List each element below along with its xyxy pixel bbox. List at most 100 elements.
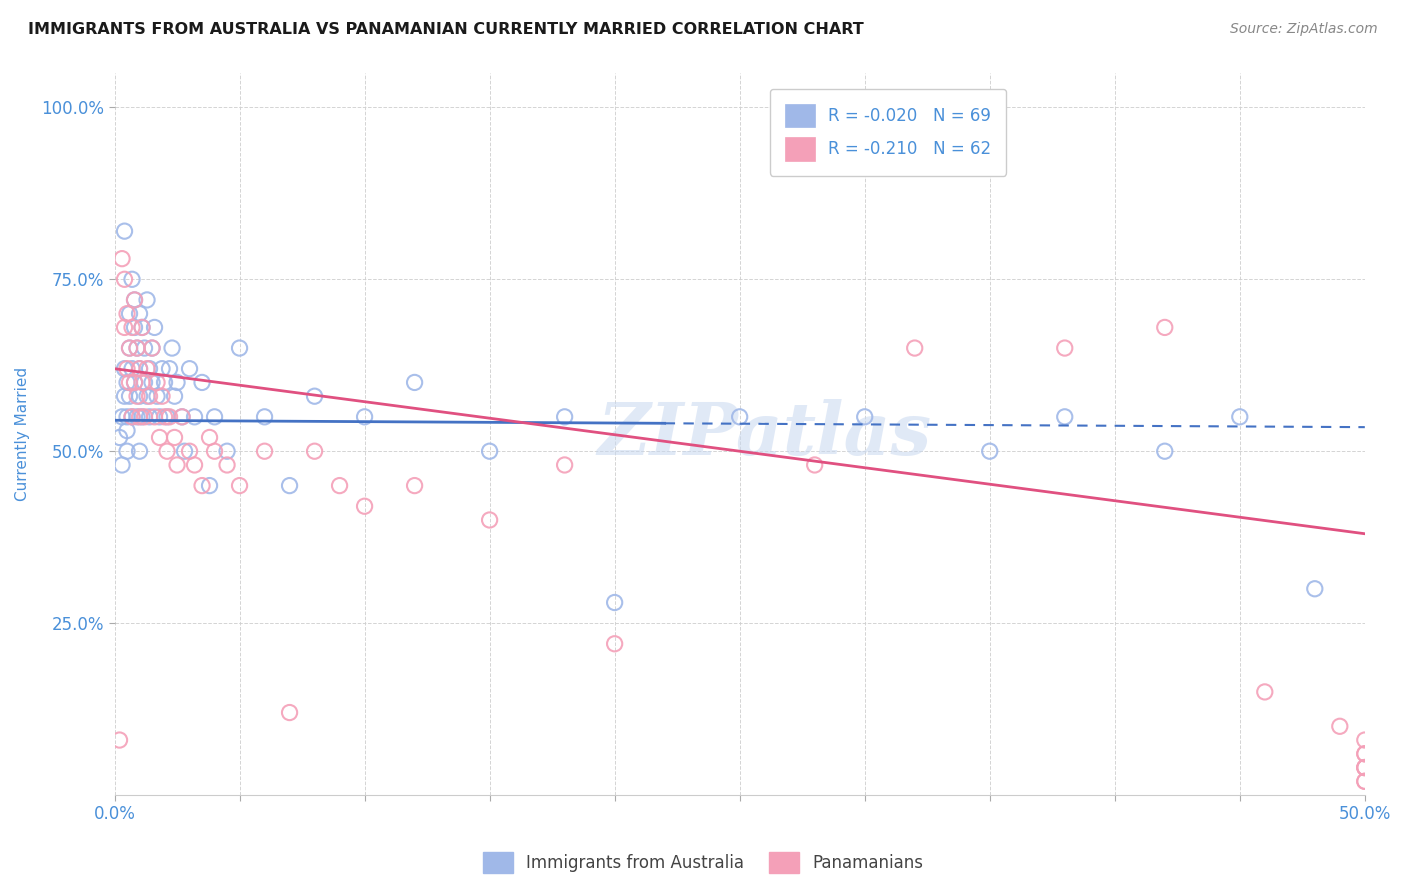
Point [128,389,150,403]
Point [131,409,153,424]
Point [1153,320,1175,334]
Point [134,376,156,390]
Point [141,376,163,390]
Point [1354,760,1376,774]
Point [134,409,156,424]
Point [148,409,170,424]
Point [478,444,501,458]
Point [198,430,221,444]
Point [304,389,326,403]
Point [404,478,426,492]
Point [111,409,134,424]
Point [353,409,375,424]
Point [125,389,148,403]
Point [163,389,186,403]
Point [554,458,576,472]
Point [1053,409,1076,424]
Point [150,361,173,376]
Point [170,409,193,424]
Point [118,389,141,403]
Point [253,444,276,458]
Point [118,341,141,355]
Point [1303,582,1326,596]
Legend: R = -0.020   N = 69, R = -0.210   N = 62: R = -0.020 N = 69, R = -0.210 N = 62 [770,88,1007,176]
Point [138,409,160,424]
Point [111,252,134,266]
Point [115,361,138,376]
Point [554,409,576,424]
Point [121,272,143,286]
Point [125,341,148,355]
Point [160,341,183,355]
Point [136,389,159,403]
Point [228,341,250,355]
Point [156,444,179,458]
Point [114,389,136,403]
Point [353,500,375,514]
Point [115,376,138,390]
Point [114,361,136,376]
Point [115,307,138,321]
Point [1053,341,1076,355]
Point [278,478,301,492]
Point [156,409,179,424]
Point [198,478,221,492]
Point [1354,774,1376,789]
Point [136,361,159,376]
Point [118,341,141,355]
Point [153,409,176,424]
Point [183,409,205,424]
Point [728,409,751,424]
Point [124,293,146,307]
Point [121,409,143,424]
Point [853,409,876,424]
Point [1354,760,1376,774]
Point [141,341,163,355]
Point [121,361,143,376]
Legend: Immigrants from Australia, Panamanians: Immigrants from Australia, Panamanians [477,846,929,880]
Point [329,478,352,492]
Point [191,376,214,390]
Point [1354,747,1376,761]
Point [191,478,214,492]
Point [803,458,825,472]
Point [979,444,1001,458]
Point [163,430,186,444]
Point [118,307,141,321]
Y-axis label: Currently Married: Currently Married [15,367,30,501]
Point [128,409,150,424]
Point [124,293,146,307]
Point [146,389,169,403]
Point [1354,774,1376,789]
Point [148,430,170,444]
Point [128,361,150,376]
Point [138,361,160,376]
Point [159,409,181,424]
Point [166,458,188,472]
Point [121,409,143,424]
Point [1354,733,1376,747]
Point [153,376,176,390]
Point [204,409,226,424]
Point [478,513,501,527]
Point [125,409,148,424]
Point [128,361,150,376]
Point [115,444,138,458]
Point [115,409,138,424]
Point [179,361,201,376]
Point [1229,409,1251,424]
Point [215,444,238,458]
Point [150,389,173,403]
Point [228,478,250,492]
Point [146,376,169,390]
Text: IMMIGRANTS FROM AUSTRALIA VS PANAMANIAN CURRENTLY MARRIED CORRELATION CHART: IMMIGRANTS FROM AUSTRALIA VS PANAMANIAN … [28,22,863,37]
Point [304,444,326,458]
Point [183,458,205,472]
Point [1354,747,1376,761]
Point [404,376,426,390]
Point [1153,444,1175,458]
Point [111,458,134,472]
Point [603,637,626,651]
Point [1254,685,1277,699]
Point [143,409,166,424]
